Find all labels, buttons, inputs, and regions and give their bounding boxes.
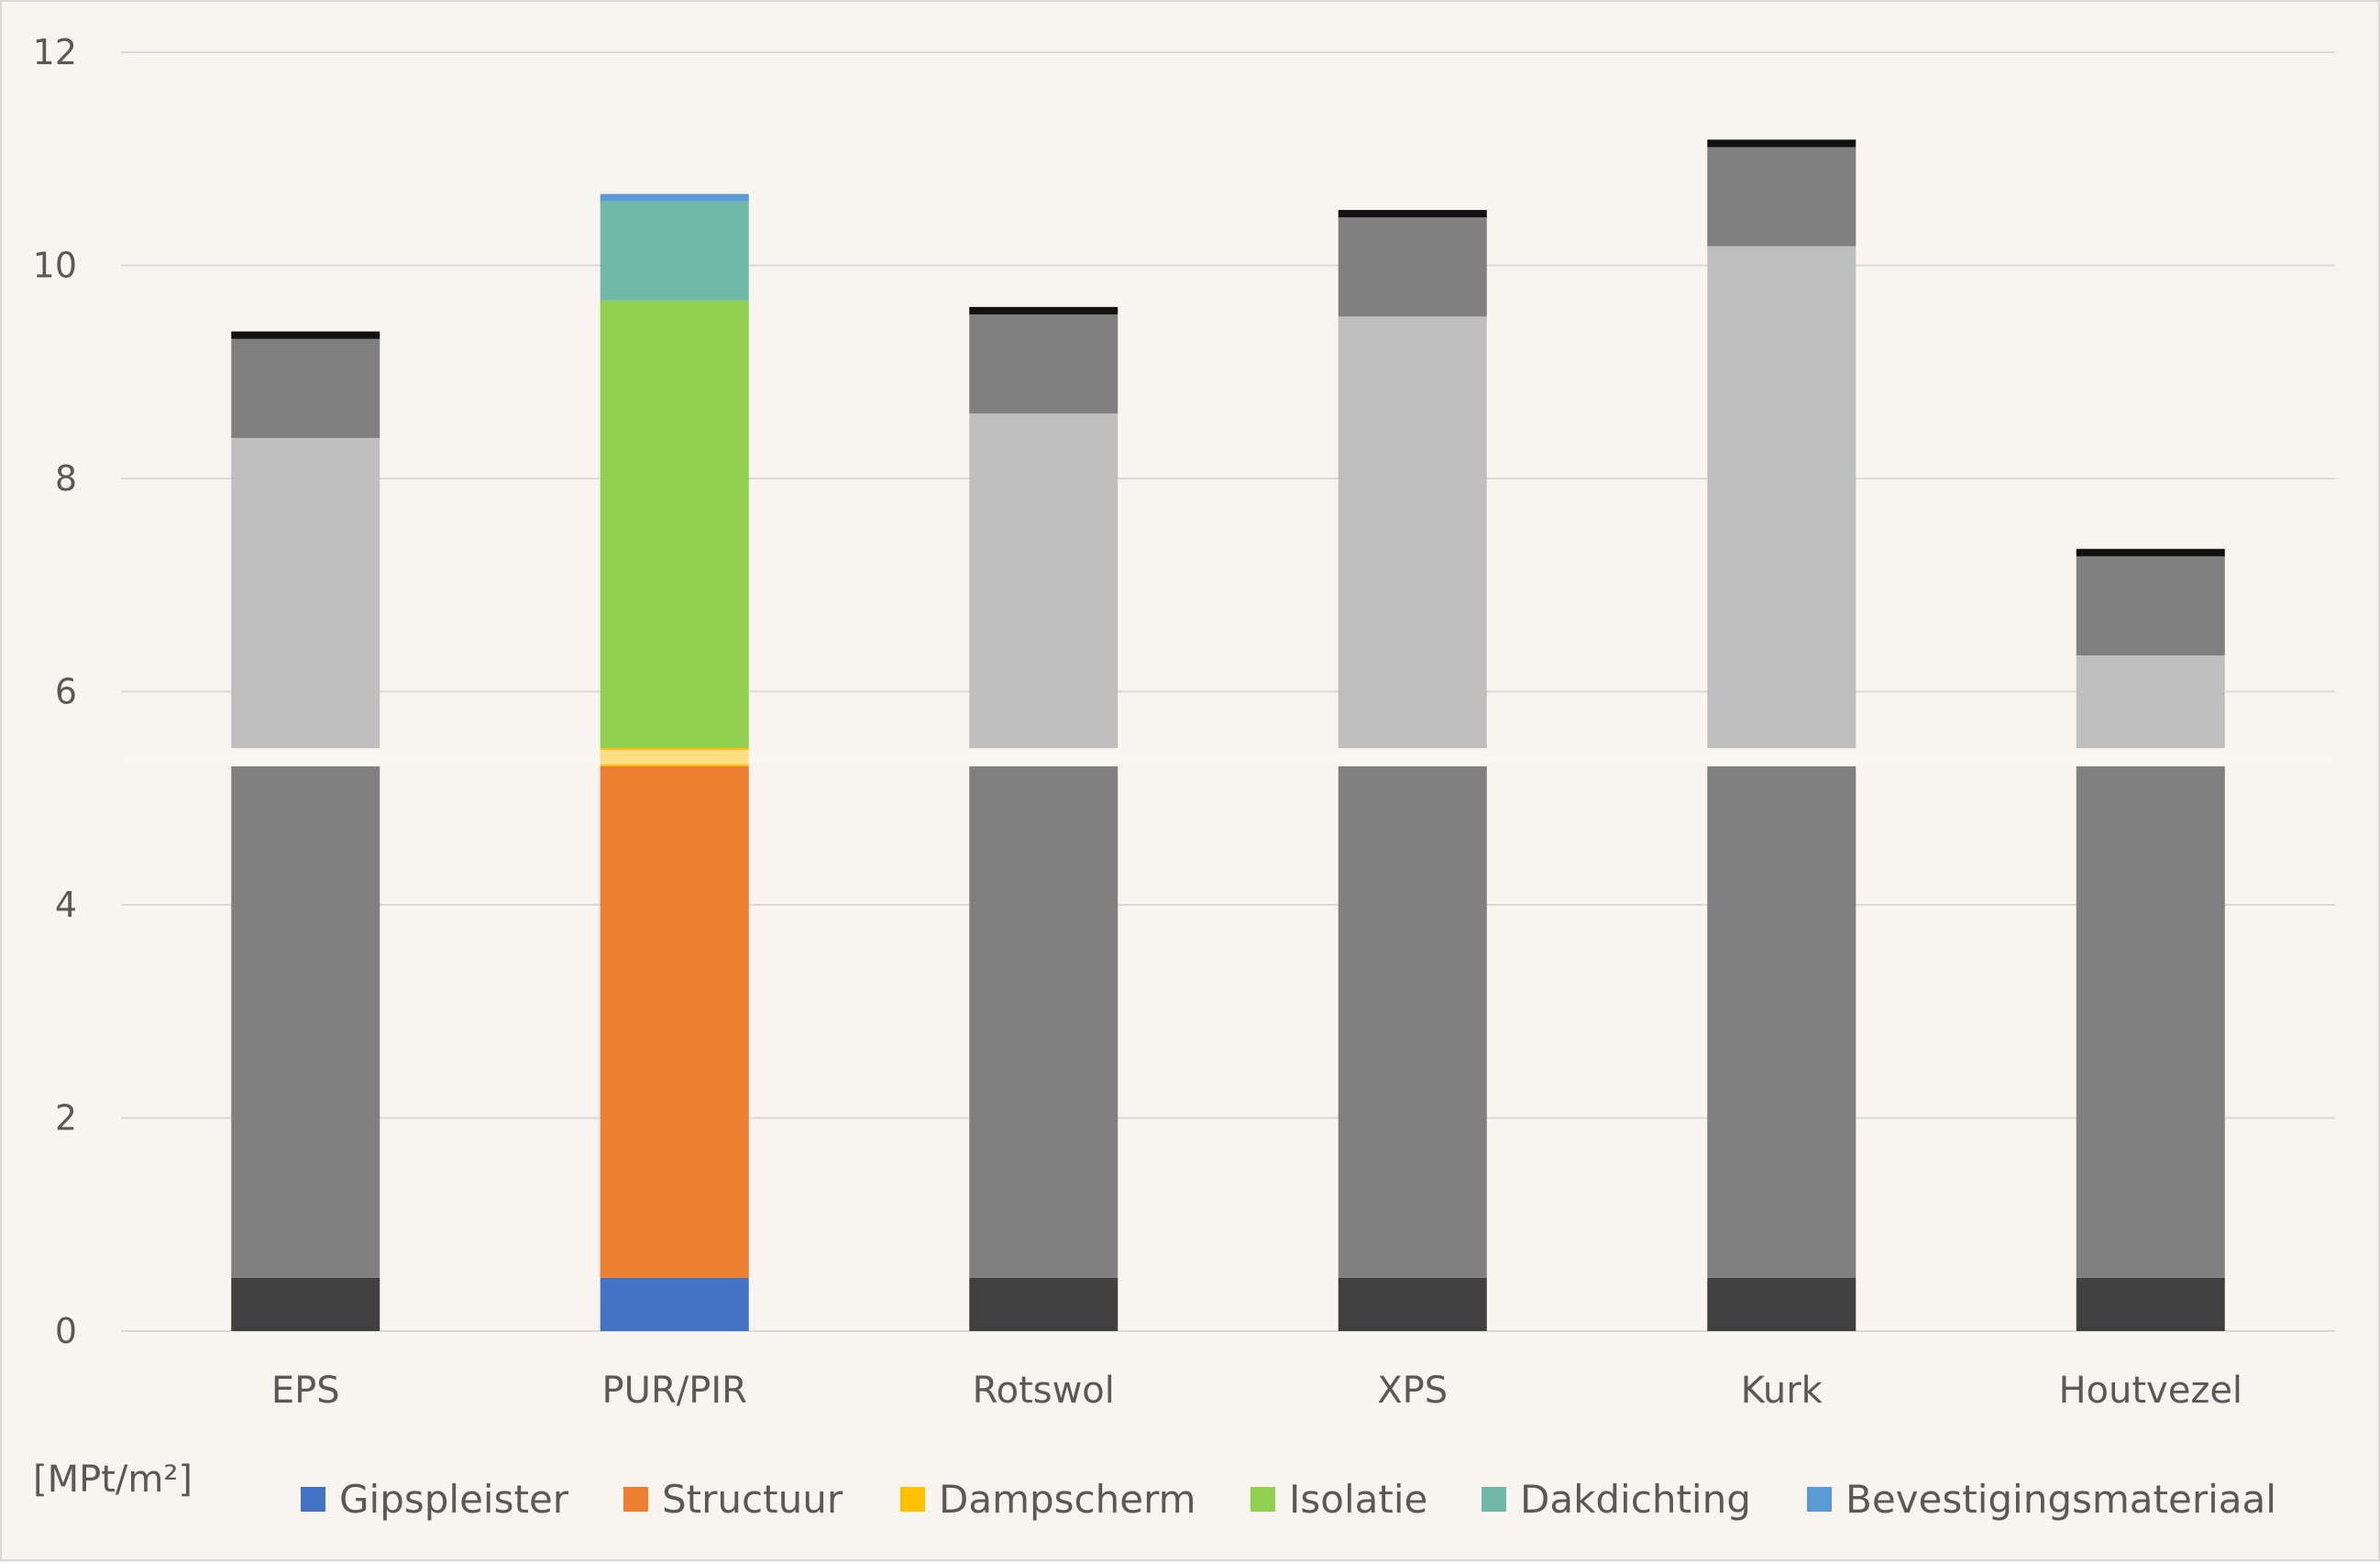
legend-label: Structuur [662, 1477, 843, 1522]
bar-segment-isolatie [2076, 655, 2225, 749]
bar-segment-bevestigingsmateriaal [231, 331, 380, 339]
bar-segment-isolatie [1338, 316, 1487, 749]
x-tick-label: PUR/PIR [602, 1370, 747, 1412]
bar-segment-bevestigingsmateriaal [1338, 210, 1487, 218]
x-tick-label: Kurk [1741, 1370, 1824, 1412]
bar-segment-dakdichting [1338, 217, 1487, 317]
legend-swatch [1482, 1487, 1506, 1512]
bar-segment-dakdichting [231, 338, 380, 438]
y-tick-label: 4 [55, 885, 77, 925]
bar-segment-dakdichting [969, 314, 1118, 414]
legend-label: Dampscherm [939, 1477, 1196, 1522]
bar-segment-structuur [1338, 765, 1487, 1278]
bar-segment-gipspleister [1338, 1277, 1487, 1331]
x-tick-label: Rotswol [973, 1370, 1115, 1412]
y-tick-label: 0 [55, 1311, 77, 1351]
bar-segment-isolatie [231, 437, 380, 749]
bar-segment-gipspleister [231, 1277, 380, 1331]
legend-swatch [900, 1487, 925, 1512]
gridlines [121, 51, 2335, 1332]
x-tick-label: EPS [271, 1370, 340, 1412]
bar-segment-gipspleister [2076, 1277, 2225, 1331]
x-tick-label: Houtvezel [2058, 1370, 2242, 1412]
bar-segment-bevestigingsmateriaal [2076, 548, 2225, 556]
legend-swatch [1807, 1487, 1832, 1512]
x-axis-labels: EPS PUR/PIR Rotswol XPS Kurk Houtvezel [271, 1370, 2242, 1412]
bar-segment-isolatie [600, 300, 749, 749]
legend-label: Gipspleister [339, 1477, 569, 1522]
bar-segment-bevestigingsmateriaal [1707, 139, 1857, 148]
bar-segment-structuur [231, 765, 380, 1278]
y-tick-label: 10 [33, 246, 77, 286]
bar-segment-gipspleister [1707, 1277, 1857, 1331]
legend: Gipspleister Structuur Dampscherm Isolatie D… [301, 1477, 2276, 1522]
y-tick-label: 6 [55, 672, 77, 712]
bar-segment-isolatie [1707, 246, 1857, 749]
bar-segment-gipspleister [969, 1277, 1118, 1331]
bar-segment-bevestigingsmateriaal [969, 306, 1118, 314]
bar-segment-structuur [600, 765, 749, 1278]
y-axis-ticks: 0 2 4 6 8 10 12 [33, 32, 77, 1351]
bar-segment-isolatie [969, 413, 1118, 749]
y-tick-label: 8 [55, 458, 77, 499]
axis-break-band [121, 750, 2335, 765]
legend-swatch [1251, 1487, 1275, 1512]
y-tick-label: 12 [33, 32, 77, 72]
legend-label: Bevestigingsmateriaal [1846, 1477, 2276, 1522]
bar-segment-gipspleister [600, 1277, 749, 1331]
y-axis-unit-label: [MPt/m²] [33, 1458, 193, 1501]
legend-swatch [623, 1487, 648, 1512]
legend-label: Dakdichting [1520, 1477, 1751, 1522]
bar-segment-structuur [2076, 765, 2225, 1278]
bar-segment-dakdichting [1707, 147, 1857, 247]
y-tick-label: 2 [55, 1098, 77, 1139]
legend-label: Isolatie [1289, 1477, 1427, 1522]
bars [121, 139, 2335, 1331]
legend-swatch [301, 1487, 325, 1512]
bar-segment-structuur [969, 765, 1118, 1278]
bar-segment-structuur [1707, 765, 1857, 1278]
x-tick-label: XPS [1377, 1370, 1448, 1412]
bar-segment-bevestigingsmateriaal [600, 193, 749, 202]
bar-segment-dakdichting [600, 201, 749, 301]
bar-segment-dakdichting [2076, 556, 2225, 655]
